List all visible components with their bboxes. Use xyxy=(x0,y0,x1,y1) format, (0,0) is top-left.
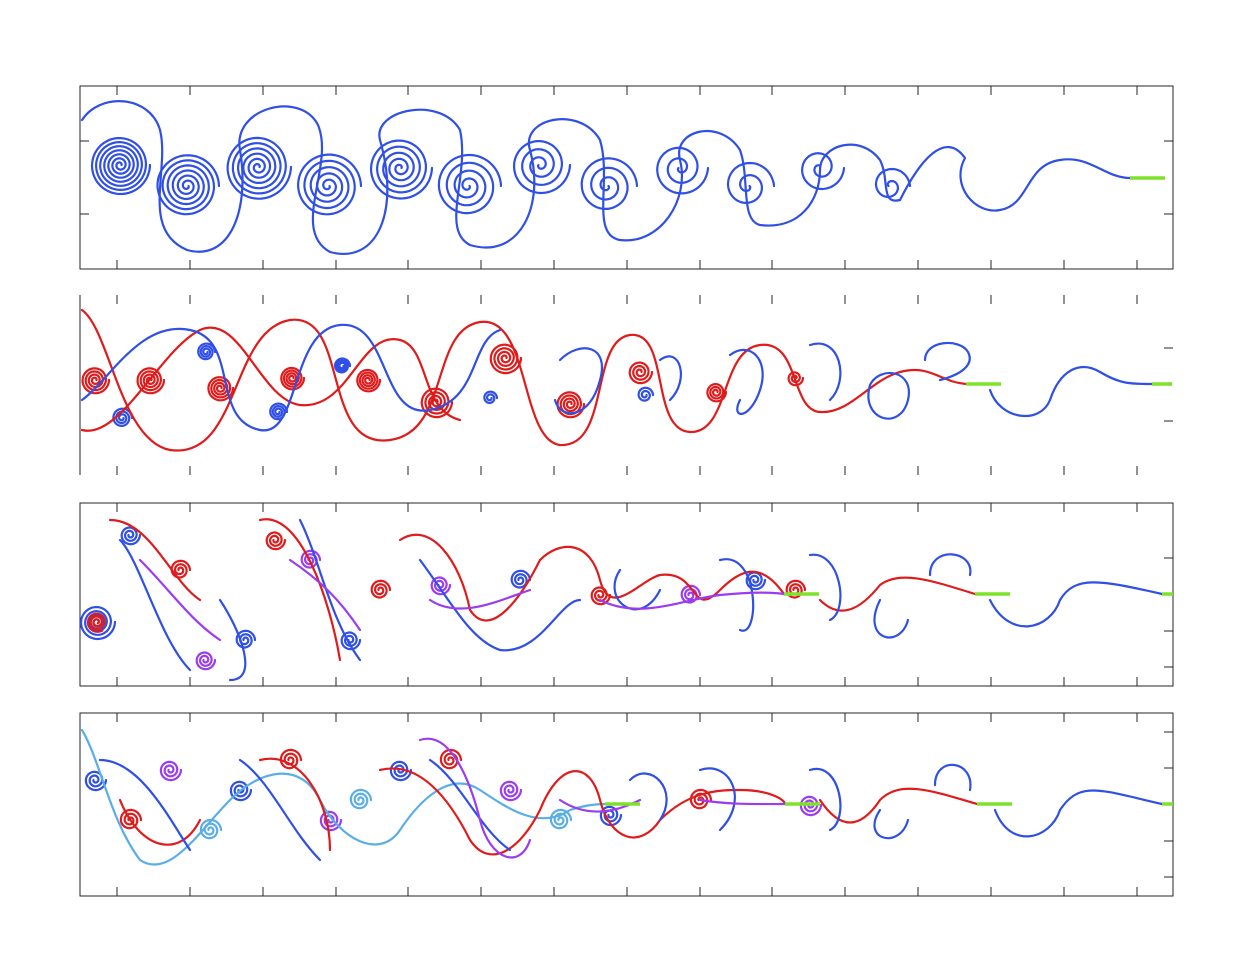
mixed-vortex-8 xyxy=(389,760,413,782)
mixed-vortex-9 xyxy=(439,748,463,770)
mixed-vortex-9 xyxy=(510,569,532,589)
vortex-core-4 xyxy=(370,139,434,200)
panel-4-ticks xyxy=(116,713,1173,896)
panel-1-frame xyxy=(79,85,1174,270)
vortex-core-3 xyxy=(297,153,363,216)
mixed-vortex-11 xyxy=(680,584,702,604)
red-sheet xyxy=(80,308,968,452)
mixed-vortex-3 xyxy=(235,629,257,649)
purple-sheet xyxy=(418,737,787,859)
blue-sheet-tail xyxy=(923,341,1154,418)
mixed-vortex-5 xyxy=(300,549,322,569)
panel-3 xyxy=(79,502,1174,687)
mixed-vortex-5 xyxy=(279,748,303,770)
panel-1 xyxy=(79,85,1174,270)
blue-sheet xyxy=(118,518,1164,682)
panel-1-vortex-sheet xyxy=(80,100,1132,255)
blue-vortex-3 xyxy=(334,357,352,374)
mixed-vortex-14 xyxy=(799,795,823,817)
vortex-core-11 xyxy=(874,167,912,198)
panel-2-ticks xyxy=(116,295,1173,475)
red-vortex-4 xyxy=(356,368,382,393)
mixed-vortex-10 xyxy=(499,780,523,802)
mixed-vortex-7 xyxy=(349,788,373,810)
panel-2-vortex-sheets xyxy=(80,308,1154,452)
mixed-vortex-0 xyxy=(120,526,142,546)
mixed-vortex-2 xyxy=(195,651,217,671)
red-vortex-7 xyxy=(556,391,586,419)
red-vortex-9 xyxy=(706,383,728,403)
red-vortex-0 xyxy=(81,367,111,395)
red-vortex-6 xyxy=(489,343,523,375)
mixed-vortex-12 xyxy=(745,571,767,591)
mixed-vortex-7 xyxy=(370,579,392,599)
mixed-vortex-2 xyxy=(159,760,183,782)
vortex-core-5 xyxy=(437,153,503,215)
vortex-core-10 xyxy=(801,152,846,191)
vortex-core-8 xyxy=(656,146,710,195)
red-sheet xyxy=(118,757,979,856)
purple-sheet xyxy=(138,558,786,642)
mixed-vortex-6 xyxy=(319,810,343,832)
vortex-core-9 xyxy=(726,161,776,204)
panel-2 xyxy=(79,295,1173,475)
mixed-vortex-3 xyxy=(199,818,223,840)
vortex-core-6 xyxy=(513,140,572,195)
vortex-core-7 xyxy=(580,157,639,210)
cyan-sheet xyxy=(80,728,607,866)
panel-3-ticks xyxy=(116,503,1173,686)
mixed-vortex-11 xyxy=(549,808,573,830)
blue-sheet xyxy=(98,758,1164,862)
mixed-vortex-1 xyxy=(170,559,192,579)
blue-vortex-5 xyxy=(637,386,655,402)
vortex-core-0 xyxy=(90,137,152,196)
red-sheet xyxy=(108,518,977,662)
mixed-vortex-4 xyxy=(229,780,253,802)
vortex-core-2 xyxy=(226,136,293,200)
mixed-vortex-13 xyxy=(785,579,807,599)
red-vortex-8 xyxy=(628,361,654,385)
mixed-vortex-0 xyxy=(84,770,108,792)
blue-vortex-4 xyxy=(483,390,499,405)
vortex-core-1 xyxy=(156,154,221,216)
blue-vortex-2 xyxy=(269,402,289,421)
mixed-vortex-1 xyxy=(119,808,143,830)
red-sheet-inner xyxy=(80,326,462,432)
panel-1-ticks xyxy=(80,86,1173,269)
blue-sheet xyxy=(80,323,911,432)
panel-3-vortex-sheets xyxy=(80,518,1164,682)
panel-4-vortex-sheets xyxy=(80,728,1164,866)
blue-vortex-1 xyxy=(197,342,217,361)
red-vortex-0 xyxy=(86,612,106,633)
mixed-vortex-8 xyxy=(430,576,452,596)
mixed-vortex-4 xyxy=(265,531,287,551)
panel-4 xyxy=(79,712,1174,897)
vortex-sheet-envelope xyxy=(80,100,902,255)
red-vortex-5 xyxy=(420,387,454,419)
vortex-sheet-tail xyxy=(898,145,1132,212)
